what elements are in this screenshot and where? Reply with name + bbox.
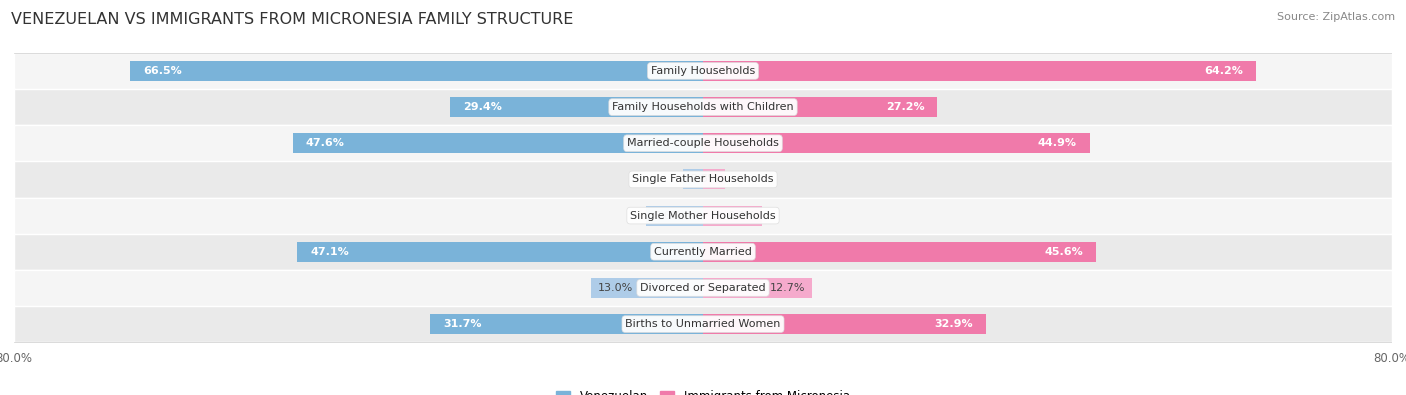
Text: 2.3%: 2.3% — [690, 175, 718, 184]
Bar — [703, 314, 987, 334]
Text: VENEZUELAN VS IMMIGRANTS FROM MICRONESIA FAMILY STRUCTURE: VENEZUELAN VS IMMIGRANTS FROM MICRONESIA… — [11, 12, 574, 27]
Text: Family Households: Family Households — [651, 66, 755, 76]
Bar — [14, 161, 1392, 198]
Text: Single Father Households: Single Father Households — [633, 175, 773, 184]
Bar — [131, 61, 703, 81]
Text: Family Households with Children: Family Households with Children — [612, 102, 794, 112]
Text: 13.0%: 13.0% — [598, 283, 633, 293]
Bar — [430, 314, 703, 334]
Text: 6.6%: 6.6% — [652, 211, 682, 220]
Text: 44.9%: 44.9% — [1038, 138, 1077, 148]
Bar — [683, 169, 703, 189]
Text: Source: ZipAtlas.com: Source: ZipAtlas.com — [1277, 12, 1395, 22]
Text: 32.9%: 32.9% — [935, 319, 973, 329]
Text: 2.6%: 2.6% — [690, 175, 718, 184]
Bar — [591, 278, 703, 298]
Text: Single Mother Households: Single Mother Households — [630, 211, 776, 220]
Bar — [703, 278, 813, 298]
Text: Births to Unmarried Women: Births to Unmarried Women — [626, 319, 780, 329]
Bar — [14, 270, 1392, 306]
Bar — [703, 206, 762, 226]
Bar — [14, 198, 1392, 234]
Bar — [14, 234, 1392, 270]
Text: 12.7%: 12.7% — [770, 283, 806, 293]
Bar — [703, 169, 725, 189]
Text: 47.1%: 47.1% — [311, 247, 349, 257]
Bar — [450, 97, 703, 117]
Legend: Venezuelan, Immigrants from Micronesia: Venezuelan, Immigrants from Micronesia — [551, 385, 855, 395]
Text: 31.7%: 31.7% — [443, 319, 481, 329]
Text: Divorced or Separated: Divorced or Separated — [640, 283, 766, 293]
Bar — [647, 206, 703, 226]
Bar — [703, 133, 1090, 153]
Text: Currently Married: Currently Married — [654, 247, 752, 257]
Bar — [292, 133, 703, 153]
Text: 45.6%: 45.6% — [1045, 247, 1083, 257]
Text: 47.6%: 47.6% — [307, 138, 344, 148]
Bar — [298, 242, 703, 262]
Text: 66.5%: 66.5% — [143, 66, 181, 76]
Bar — [703, 97, 938, 117]
Bar — [703, 61, 1256, 81]
Text: 27.2%: 27.2% — [886, 102, 924, 112]
Bar — [703, 242, 1095, 262]
Bar — [14, 89, 1392, 125]
Bar — [14, 125, 1392, 161]
Text: Married-couple Households: Married-couple Households — [627, 138, 779, 148]
Text: 6.9%: 6.9% — [727, 211, 755, 220]
Bar — [14, 306, 1392, 342]
Text: 64.2%: 64.2% — [1204, 66, 1243, 76]
Bar — [14, 53, 1392, 89]
Text: 29.4%: 29.4% — [463, 102, 502, 112]
